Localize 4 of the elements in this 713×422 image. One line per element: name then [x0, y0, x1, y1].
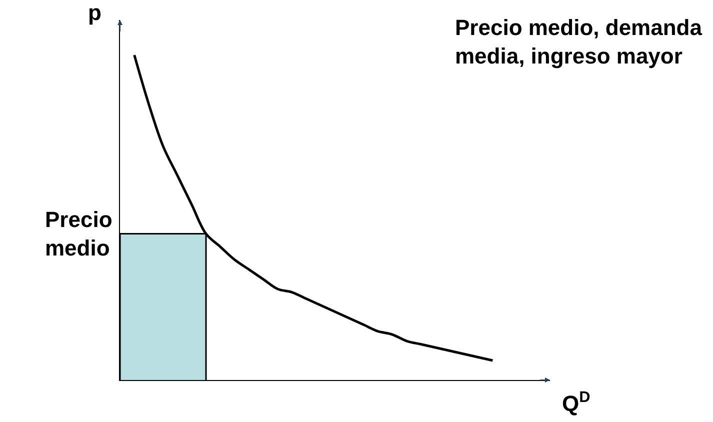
x-axis-title: Q$^{D}$	[562, 389, 590, 416]
y-axis-title: p	[88, 0, 102, 25]
text: Precio medio	[45, 207, 112, 261]
text: Precio medio, demanda media, ingreso mayor	[455, 15, 703, 69]
